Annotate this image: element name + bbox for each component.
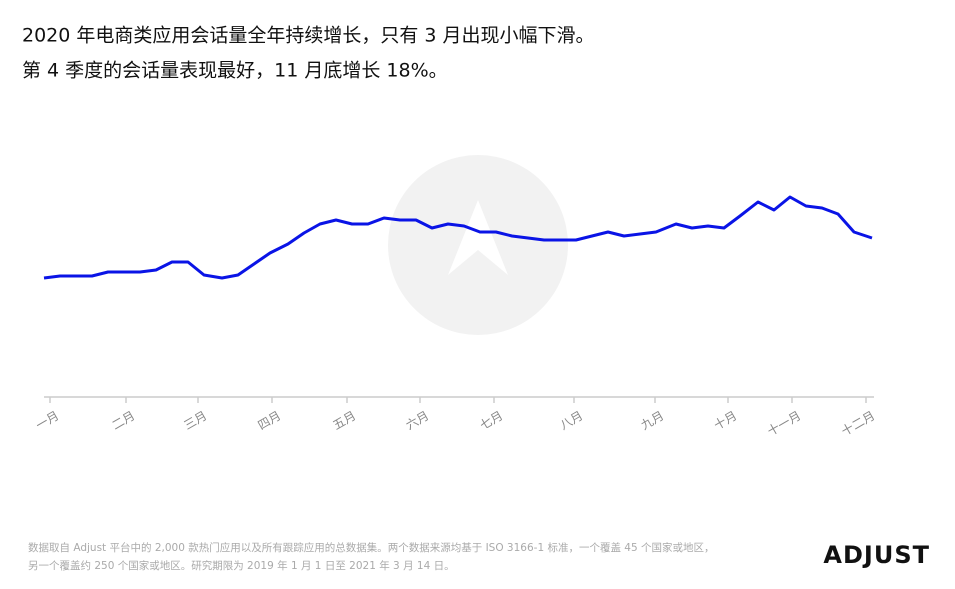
x-tick-label: 四月 — [255, 409, 283, 433]
x-tick-label: 九月 — [638, 409, 666, 433]
note-line: 另一个覆盖约 250 个国家或地区。研究期限为 2019 年 1 月 1 日至 … — [28, 559, 455, 572]
x-tick-label: 十一月 — [765, 409, 803, 439]
watermark-logo — [448, 200, 508, 275]
line-series — [43, 195, 873, 280]
x-tick-label: 三月 — [181, 409, 209, 433]
x-tick-label: 十二月 — [839, 409, 877, 439]
x-tick-label: 五月 — [330, 409, 358, 433]
x-tick-label: 十月 — [711, 409, 739, 433]
x-tick-label: 六月 — [403, 409, 431, 433]
x-tick-label: 二月 — [109, 409, 137, 433]
brand-logo: ADJUST — [823, 541, 930, 569]
title-line: 2020 年电商类应用会话量全年持续增长，只有 3 月出现小幅下滑。 — [22, 25, 595, 47]
x-tick-label: 八月 — [557, 409, 585, 433]
title-line: 第 4 季度的会话量表现最好，11 月底增长 18%。 — [22, 60, 448, 82]
x-tick-label: 七月 — [477, 409, 505, 433]
x-tick-label: 一月 — [33, 409, 61, 433]
note-line: 数据取自 Adjust 平台中的 2,000 款热门应用以及所有跟踪应用的总数据… — [28, 541, 715, 554]
